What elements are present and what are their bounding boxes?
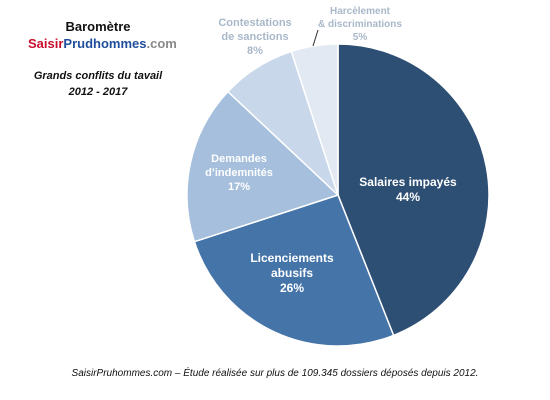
brand-part-saisir: Saisir [28, 36, 64, 51]
brand-logo-text: SaisirPrudhommes.com [28, 35, 177, 52]
pie-slice-1 [193, 194, 395, 347]
brand-part-prudhommes: Prudhommes [63, 36, 147, 51]
subtitle-line-1: Grands conflits du tavail [33, 70, 163, 82]
pie-slice-2 [186, 90, 340, 243]
pie-slice-4 [290, 43, 339, 196]
slice-label-1: Licenciements abusifs 26% [250, 251, 334, 295]
slice-label-2: Demandes d’indemnités 17% [205, 153, 273, 193]
barometer-title: Baromètre [65, 19, 131, 34]
slice-label-0: Salaires impayés 44% [359, 175, 457, 204]
pie-slice-0 [337, 43, 490, 337]
chart-subtitle: Grands conflits du tavail 2012 - 2017 [28, 68, 168, 100]
chart-header: Baromètre SaisirPrudhommes.com Grands co… [28, 18, 177, 100]
source-footnote: SaisirPruhommes.com – Étude réalisée sur… [71, 368, 479, 379]
subtitle-line-2: 2012 - 2017 [68, 86, 128, 98]
brand-part-domain: .com [146, 36, 177, 51]
leader-line [312, 29, 319, 47]
slice-label-3: Contestations de sanctions 8% [218, 17, 291, 57]
slice-label-4: Harcèlement & discriminations 5% [318, 6, 402, 43]
